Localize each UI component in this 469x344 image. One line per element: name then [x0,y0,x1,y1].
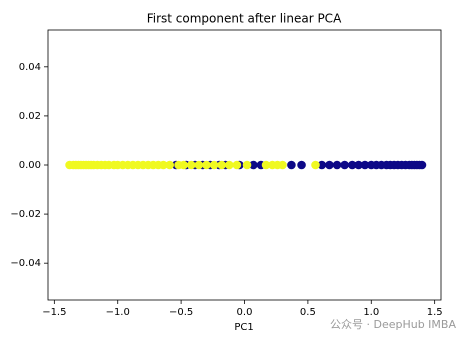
point [202,160,211,170]
point [224,160,234,170]
x-tick-label: −1.5 [42,307,66,318]
watermark: 公众号 · DeepHub IMBA [330,318,456,331]
chart-title: First component after linear PCA [147,12,342,26]
x-tick-label: −1.0 [106,307,130,318]
plot-frame [47,29,442,301]
point [194,160,204,170]
y-tick-label: 0.00 [19,160,41,171]
x-tick-label: 0.0 [237,307,253,318]
point [354,160,363,170]
x-tick-label: 1.0 [363,307,379,318]
point [242,160,252,170]
point [311,160,320,170]
point [297,160,306,170]
x-tick-label: 0.5 [300,307,316,318]
point [186,160,196,170]
point [179,160,188,170]
x-tick-label: −0.5 [169,307,193,318]
point [340,160,349,170]
point [325,160,334,170]
point [347,160,357,170]
point [287,160,296,170]
point [278,160,287,170]
point [332,160,342,170]
x-tick-label: 1.5 [427,307,443,318]
point [232,160,242,170]
point [217,160,226,170]
point [261,160,271,170]
point [209,160,219,170]
point [417,160,427,170]
point [360,160,370,170]
point [159,160,168,170]
y-tick-label: −0.02 [10,209,41,220]
x-axis-label: PC1 [234,322,253,333]
point [317,160,327,170]
point [165,160,175,170]
y-tick-label: −0.04 [10,258,41,269]
y-tick-label: 0.04 [19,62,41,73]
point [249,160,258,170]
y-tick-label: 0.02 [19,111,41,122]
